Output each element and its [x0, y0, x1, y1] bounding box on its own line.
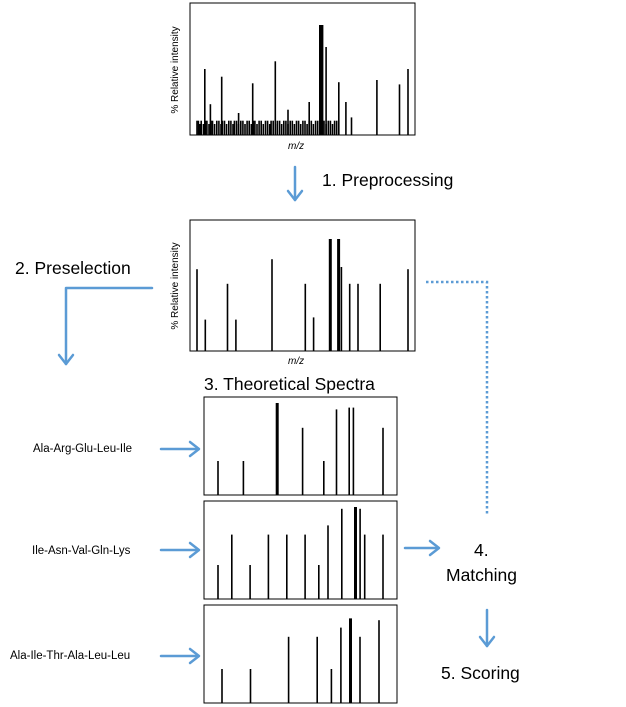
preprocessing-arrow [286, 165, 304, 202]
peptide-2-label: Ile-Asn-Val-Gln-Lys [32, 545, 131, 557]
step-preselection-label: 2. Preselection [15, 258, 131, 278]
peptide-1-label: Ala-Arg-Glu-Leu-Ile [33, 443, 133, 455]
step-matching-label: Matching [446, 565, 518, 585]
peptide-2-arrow [159, 541, 201, 559]
theoretical-spectrum-1-frame [203, 396, 398, 496]
preprocessed-x-axis-label: m/z [288, 356, 305, 367]
raw-spectrum-frame [189, 2, 416, 136]
preprocessed-spectrum-peaks [196, 239, 409, 351]
raw-y-axis-label: % Relative intensity [170, 26, 181, 114]
raw-x-axis-label: m/z [288, 141, 305, 152]
preprocessed-spectrum-frame [189, 219, 416, 352]
step-preprocessing-label: 1. Preprocessing [322, 170, 454, 190]
to-matching-arrow [403, 539, 441, 557]
peptide-3-label: Ala-Ile-Thr-Ala-Leu-Leu [10, 650, 131, 662]
theoretical-spectrum-3-frame [203, 604, 398, 704]
theoretical-spectrum-3-peaks [221, 618, 380, 703]
theoretical-spectrum-2-peaks [217, 507, 384, 599]
step-theoretical-label: 3. Theoretical Spectra [204, 374, 375, 394]
matching-to-scoring-arrow [478, 608, 496, 648]
dotted-connector [426, 280, 489, 515]
theoretical-spectrum-2-frame [203, 500, 398, 600]
step-matching-number: 4. [474, 540, 489, 560]
peptide-1-arrow [159, 440, 201, 458]
preprocessed-y-axis-label: % Relative intensity [170, 242, 181, 330]
preselection-arrow [57, 286, 154, 366]
peptide-3-arrow [159, 647, 201, 665]
theoretical-spectrum-1-peaks [217, 403, 384, 495]
raw-spectrum-peaks [196, 25, 409, 135]
step-scoring-label: 5. Scoring [441, 663, 520, 683]
